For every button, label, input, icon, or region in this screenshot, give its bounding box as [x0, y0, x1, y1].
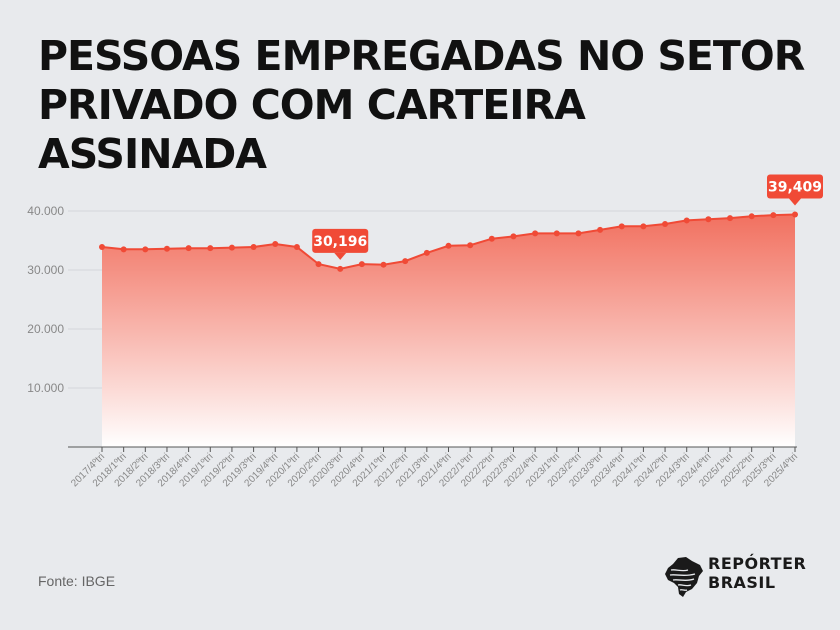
data-point — [705, 216, 712, 223]
data-point — [207, 245, 214, 252]
data-point — [358, 261, 365, 268]
title-line-2: PRIVADO COM CARTEIRA ASSINADA — [38, 81, 586, 178]
y-tick-label: 20.000 — [27, 322, 64, 336]
title-line-1: PESSOAS EMPREGADAS NO SETOR — [38, 32, 805, 80]
callout: 39,409 — [767, 174, 823, 206]
callout-label: 39,409 — [768, 179, 822, 195]
callouts: 30,196 39,409 — [312, 174, 823, 260]
data-point — [748, 213, 755, 220]
data-point — [185, 245, 192, 252]
data-point — [250, 243, 257, 250]
data-point — [120, 246, 127, 253]
data-point — [553, 230, 560, 237]
callout-pointer — [789, 198, 801, 206]
data-point — [445, 242, 452, 249]
data-point — [423, 249, 430, 256]
data-point — [142, 246, 149, 253]
brand-line-1: REPÓRTER — [708, 554, 807, 573]
data-point — [99, 243, 105, 250]
y-tick-label: 30.000 — [27, 263, 64, 277]
y-axis-labels: 10.000 20.000 30.000 40.000 — [27, 204, 64, 395]
brazil-map-icon — [665, 557, 703, 597]
callout-label: 30,196 — [313, 234, 367, 250]
data-point — [597, 226, 604, 233]
data-point — [272, 241, 279, 248]
y-tick-label: 10.000 — [27, 381, 64, 395]
data-point — [640, 223, 647, 230]
data-point — [510, 233, 517, 240]
area-fill — [102, 214, 795, 447]
data-point — [228, 244, 235, 251]
page-title: PESSOAS EMPREGADAS NO SETOR PRIVADO COM … — [38, 32, 818, 179]
data-point — [315, 261, 322, 268]
brand-line-2: BRASIL — [708, 573, 776, 592]
data-point — [792, 211, 798, 218]
callout-box — [312, 228, 369, 253]
source-note: Fonte: IBGE — [38, 573, 116, 589]
data-points — [99, 211, 798, 272]
data-point — [467, 242, 474, 249]
data-point — [488, 235, 495, 242]
data-point — [770, 212, 777, 219]
x-axis-ticks — [101, 447, 796, 452]
data-point — [293, 243, 300, 250]
brand-logo: REPÓRTER BRASIL — [664, 554, 834, 598]
callout: 30,196 — [312, 228, 369, 260]
data-point — [337, 265, 344, 272]
x-axis-labels: 2017/4ºtri2018/1ºtri2018/2ºtri2018/3ºtri… — [69, 451, 800, 489]
data-point — [532, 230, 539, 237]
data-point — [380, 261, 387, 268]
y-tick-label: 40.000 — [27, 204, 64, 218]
data-point — [727, 215, 734, 222]
area-chart: 10.000 20.000 30.000 40.000 2017/4ºtri2018/… — [27, 174, 823, 489]
brand-name: REPÓRTER BRASIL — [708, 554, 806, 592]
data-point — [575, 230, 582, 237]
data-point — [163, 245, 170, 252]
callout-box — [767, 174, 823, 199]
callout-pointer — [334, 252, 347, 260]
data-point — [683, 217, 690, 224]
data-point — [618, 223, 625, 230]
data-point — [402, 258, 409, 265]
data-point — [662, 220, 669, 227]
